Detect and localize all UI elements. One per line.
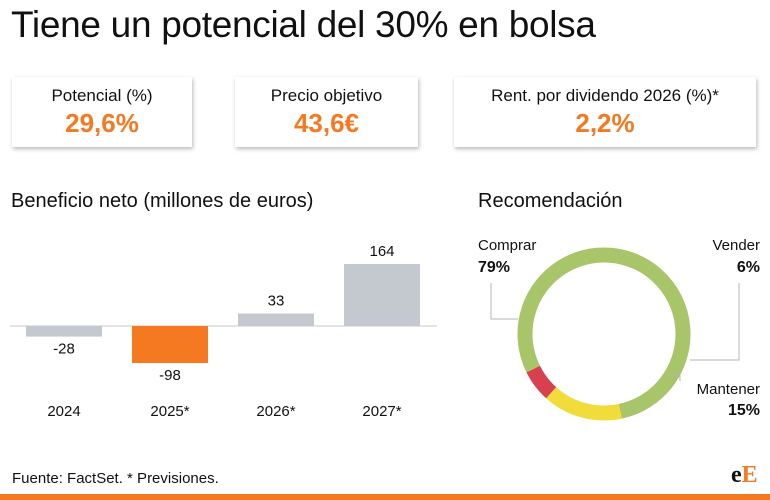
bar-value-label: -28 — [53, 341, 75, 358]
kpi-value: 2,2% — [575, 108, 635, 138]
bar-value-label: 33 — [268, 293, 285, 310]
kpi-card-potencial: Potencial (%) 29,6% — [12, 77, 192, 147]
donut-chart-title: Recomendación — [478, 190, 623, 212]
recommendation-donut-chart — [490, 247, 740, 421]
bar-2024 — [26, 326, 102, 337]
legend-label-comprar: Comprar — [478, 237, 537, 254]
kpi-label: Precio objetivo — [270, 86, 383, 105]
kpi-card-rentabilidad-dividendo: Rent. por dividendo 2026 (%)* 2,2% — [454, 77, 756, 147]
bar-2026 — [238, 313, 314, 326]
kpi-card-precio-objetivo: Precio objetivo 43,6€ — [235, 77, 418, 147]
leader-line-mantener — [668, 374, 681, 381]
bar-2025 — [132, 326, 208, 364]
legend-value-comprar: 79% — [478, 259, 511, 276]
category-label: 2027* — [362, 403, 401, 420]
kpi-value: 29,6% — [65, 108, 139, 138]
source-footnote: Fuente: FactSet. * Previsiones. — [12, 470, 219, 487]
bar-value-label: 164 — [369, 243, 394, 260]
bottom-accent-bar — [0, 494, 770, 500]
donut-slice-comprar — [517, 247, 691, 421]
kpi-label: Potencial (%) — [51, 86, 153, 105]
legend-label-mantener: Mantener — [696, 381, 760, 398]
legend-value-mantener: 15% — [727, 402, 760, 419]
bar-chart-title: Beneficio neto (millones de euros) — [11, 190, 314, 212]
net-profit-bar-chart: -28 2024 -98 2025* 33 2026* 164 2027* — [10, 243, 437, 420]
legend-value-vender: 6% — [736, 259, 760, 276]
bar-2027 — [344, 264, 420, 326]
donut-slice-vender — [517, 247, 691, 421]
leader-line-comprar — [490, 283, 518, 320]
kpi-value: 43,6€ — [293, 108, 360, 138]
page-title: Tiene un potencial del 30% en bolsa — [11, 4, 596, 45]
legend-label-vender: Vender — [712, 237, 760, 254]
kpi-label: Rent. por dividendo 2026 (%)* — [491, 86, 719, 105]
category-label: 2026* — [256, 403, 295, 420]
bar-value-label: -98 — [159, 367, 181, 384]
publication-logo: eE — [731, 462, 758, 488]
category-label: 2025* — [150, 403, 189, 420]
donut-slice-mantener — [517, 247, 691, 421]
leader-line-vender — [690, 283, 740, 361]
category-label: 2024 — [47, 403, 80, 420]
